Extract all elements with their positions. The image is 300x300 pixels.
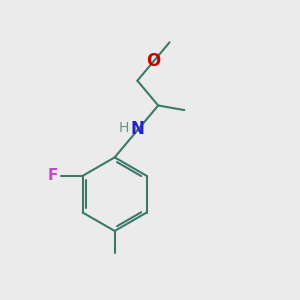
Text: N: N [130,120,144,138]
Text: O: O [146,52,161,70]
Text: H: H [119,121,129,135]
Text: F: F [48,168,58,183]
